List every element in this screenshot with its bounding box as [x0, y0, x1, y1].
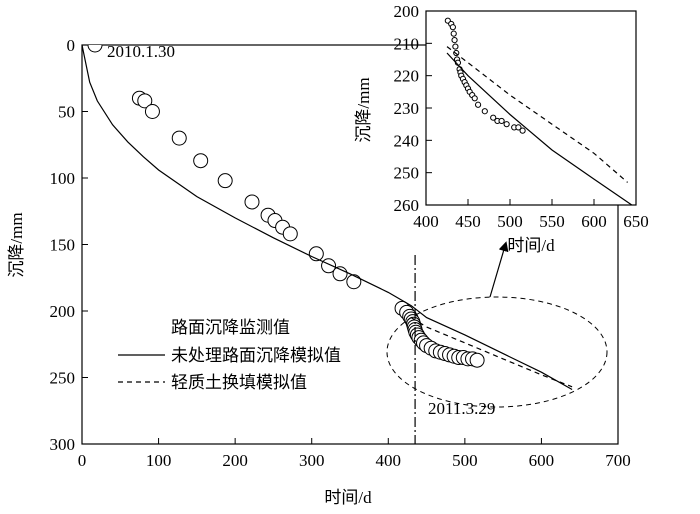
- inset-lightweight-sim-line: [446, 46, 628, 183]
- inset-x-tick-label: 450: [455, 212, 481, 231]
- main-y-tick-label: 300: [50, 435, 76, 454]
- inset-measured-point: [490, 114, 497, 121]
- main-x-ticks: 0 100 200 300 400 500 600 700: [78, 438, 631, 470]
- main-measured-point: [137, 93, 153, 109]
- main-x-tick-label: 500: [452, 451, 478, 470]
- main-measured-point: [282, 226, 298, 242]
- inset-measured-point: [515, 124, 522, 131]
- main-x-tick-label: 0: [78, 451, 87, 470]
- main-x-tick-label: 700: [605, 451, 631, 470]
- main-measured-point: [144, 104, 160, 119]
- inset-x-tick-label: 500: [497, 212, 523, 231]
- main-y-axis-label: 沉降/mm: [7, 212, 26, 277]
- main-measured-point: [193, 153, 209, 169]
- inset-measured-point: [519, 127, 526, 134]
- legend-label-measured: 路面沉降监测值: [171, 318, 290, 337]
- inset-y-tick-label: 260: [394, 196, 420, 215]
- end-date-annotation: 2011.3.29: [428, 399, 495, 418]
- inset-y-ticks: 200 210 220 230 240 250 260: [394, 2, 432, 215]
- main-measured-point: [346, 274, 362, 290]
- inset-background: [425, 10, 637, 206]
- main-measured-point: [244, 194, 260, 210]
- main-x-tick-label: 100: [146, 451, 172, 470]
- main-x-tick-label: 400: [376, 451, 402, 470]
- main-y-tick-label: 200: [50, 302, 76, 321]
- main-measured-point: [469, 352, 485, 368]
- inset-y-tick-label: 210: [394, 34, 420, 53]
- inset-y-tick-label: 200: [394, 2, 420, 21]
- main-x-tick-label: 300: [299, 451, 325, 470]
- inset-x-axis-label: 时间/d: [507, 236, 555, 255]
- legend-label-lightweight: 轻质土换填模拟值: [171, 373, 307, 392]
- main-y-tick-label: 250: [50, 369, 76, 388]
- inset-measured-point: [450, 30, 457, 37]
- main-measured-point: [87, 45, 103, 53]
- legend: 路面沉降监测值 未处理路面沉降模拟值 轻质土换填模拟值: [118, 318, 341, 392]
- main-measured-point: [171, 130, 187, 146]
- main-y-tick-label: 150: [50, 236, 76, 255]
- inset-y-axis-label: 沉降/mm: [354, 77, 373, 142]
- inset-measured-point: [498, 117, 505, 125]
- main-y-ticks: 0 50 100 150 200 250 300: [50, 36, 88, 454]
- main-lightweight-sim-line: [410, 317, 573, 388]
- inset-pointer-arrow: [489, 241, 509, 298]
- inset-y-tick-label: 250: [394, 164, 420, 183]
- inset-x-ticks: 400 450 500 550 600 650: [413, 199, 649, 231]
- main-y-tick-label: 0: [67, 36, 76, 55]
- inset-y-tick-label: 240: [394, 131, 420, 150]
- main-y-tick-label: 50: [58, 103, 75, 122]
- inset-x-tick-label: 650: [623, 212, 649, 231]
- main-x-tick-label: 200: [222, 451, 248, 470]
- main-x-tick-label: 600: [529, 451, 555, 470]
- inset-y-tick-label: 230: [394, 99, 420, 118]
- inset-measured-point: [451, 37, 458, 44]
- highlight-ellipse: [386, 296, 608, 408]
- inset-chart: 400 450 500 550 600 650 200 210 220 230 240 250 260…: [354, 2, 649, 255]
- inset-x-tick-label: 550: [539, 212, 565, 231]
- inset-measured-point: [503, 121, 510, 128]
- main-y-tick-label: 100: [50, 169, 76, 188]
- inset-measured-point: [471, 95, 478, 102]
- inset-series-group: [444, 17, 633, 205]
- legend-label-untreated: 未处理路面沉降模拟值: [171, 346, 341, 365]
- inset-untreated-sim-line: [446, 52, 633, 205]
- start-date-annotation: 2010.1.30: [107, 42, 175, 61]
- inset-y-tick-label: 220: [394, 67, 420, 86]
- inset-measured-point: [452, 43, 459, 50]
- inset-x-tick-label: 400: [413, 212, 439, 231]
- inset-measured-point: [474, 101, 482, 108]
- main-measured-point: [217, 173, 233, 189]
- inset-measured-point: [449, 24, 456, 31]
- main-axes: 0 100 200 300 400 500 600 700 0 50 100 150 200 250 30…: [7, 36, 631, 507]
- main-untreated-sim-line: [82, 45, 573, 391]
- main-x-axis-label: 时间/d: [324, 488, 372, 507]
- inset-x-tick-label: 600: [581, 212, 607, 231]
- inset-measured-point: [481, 108, 488, 115]
